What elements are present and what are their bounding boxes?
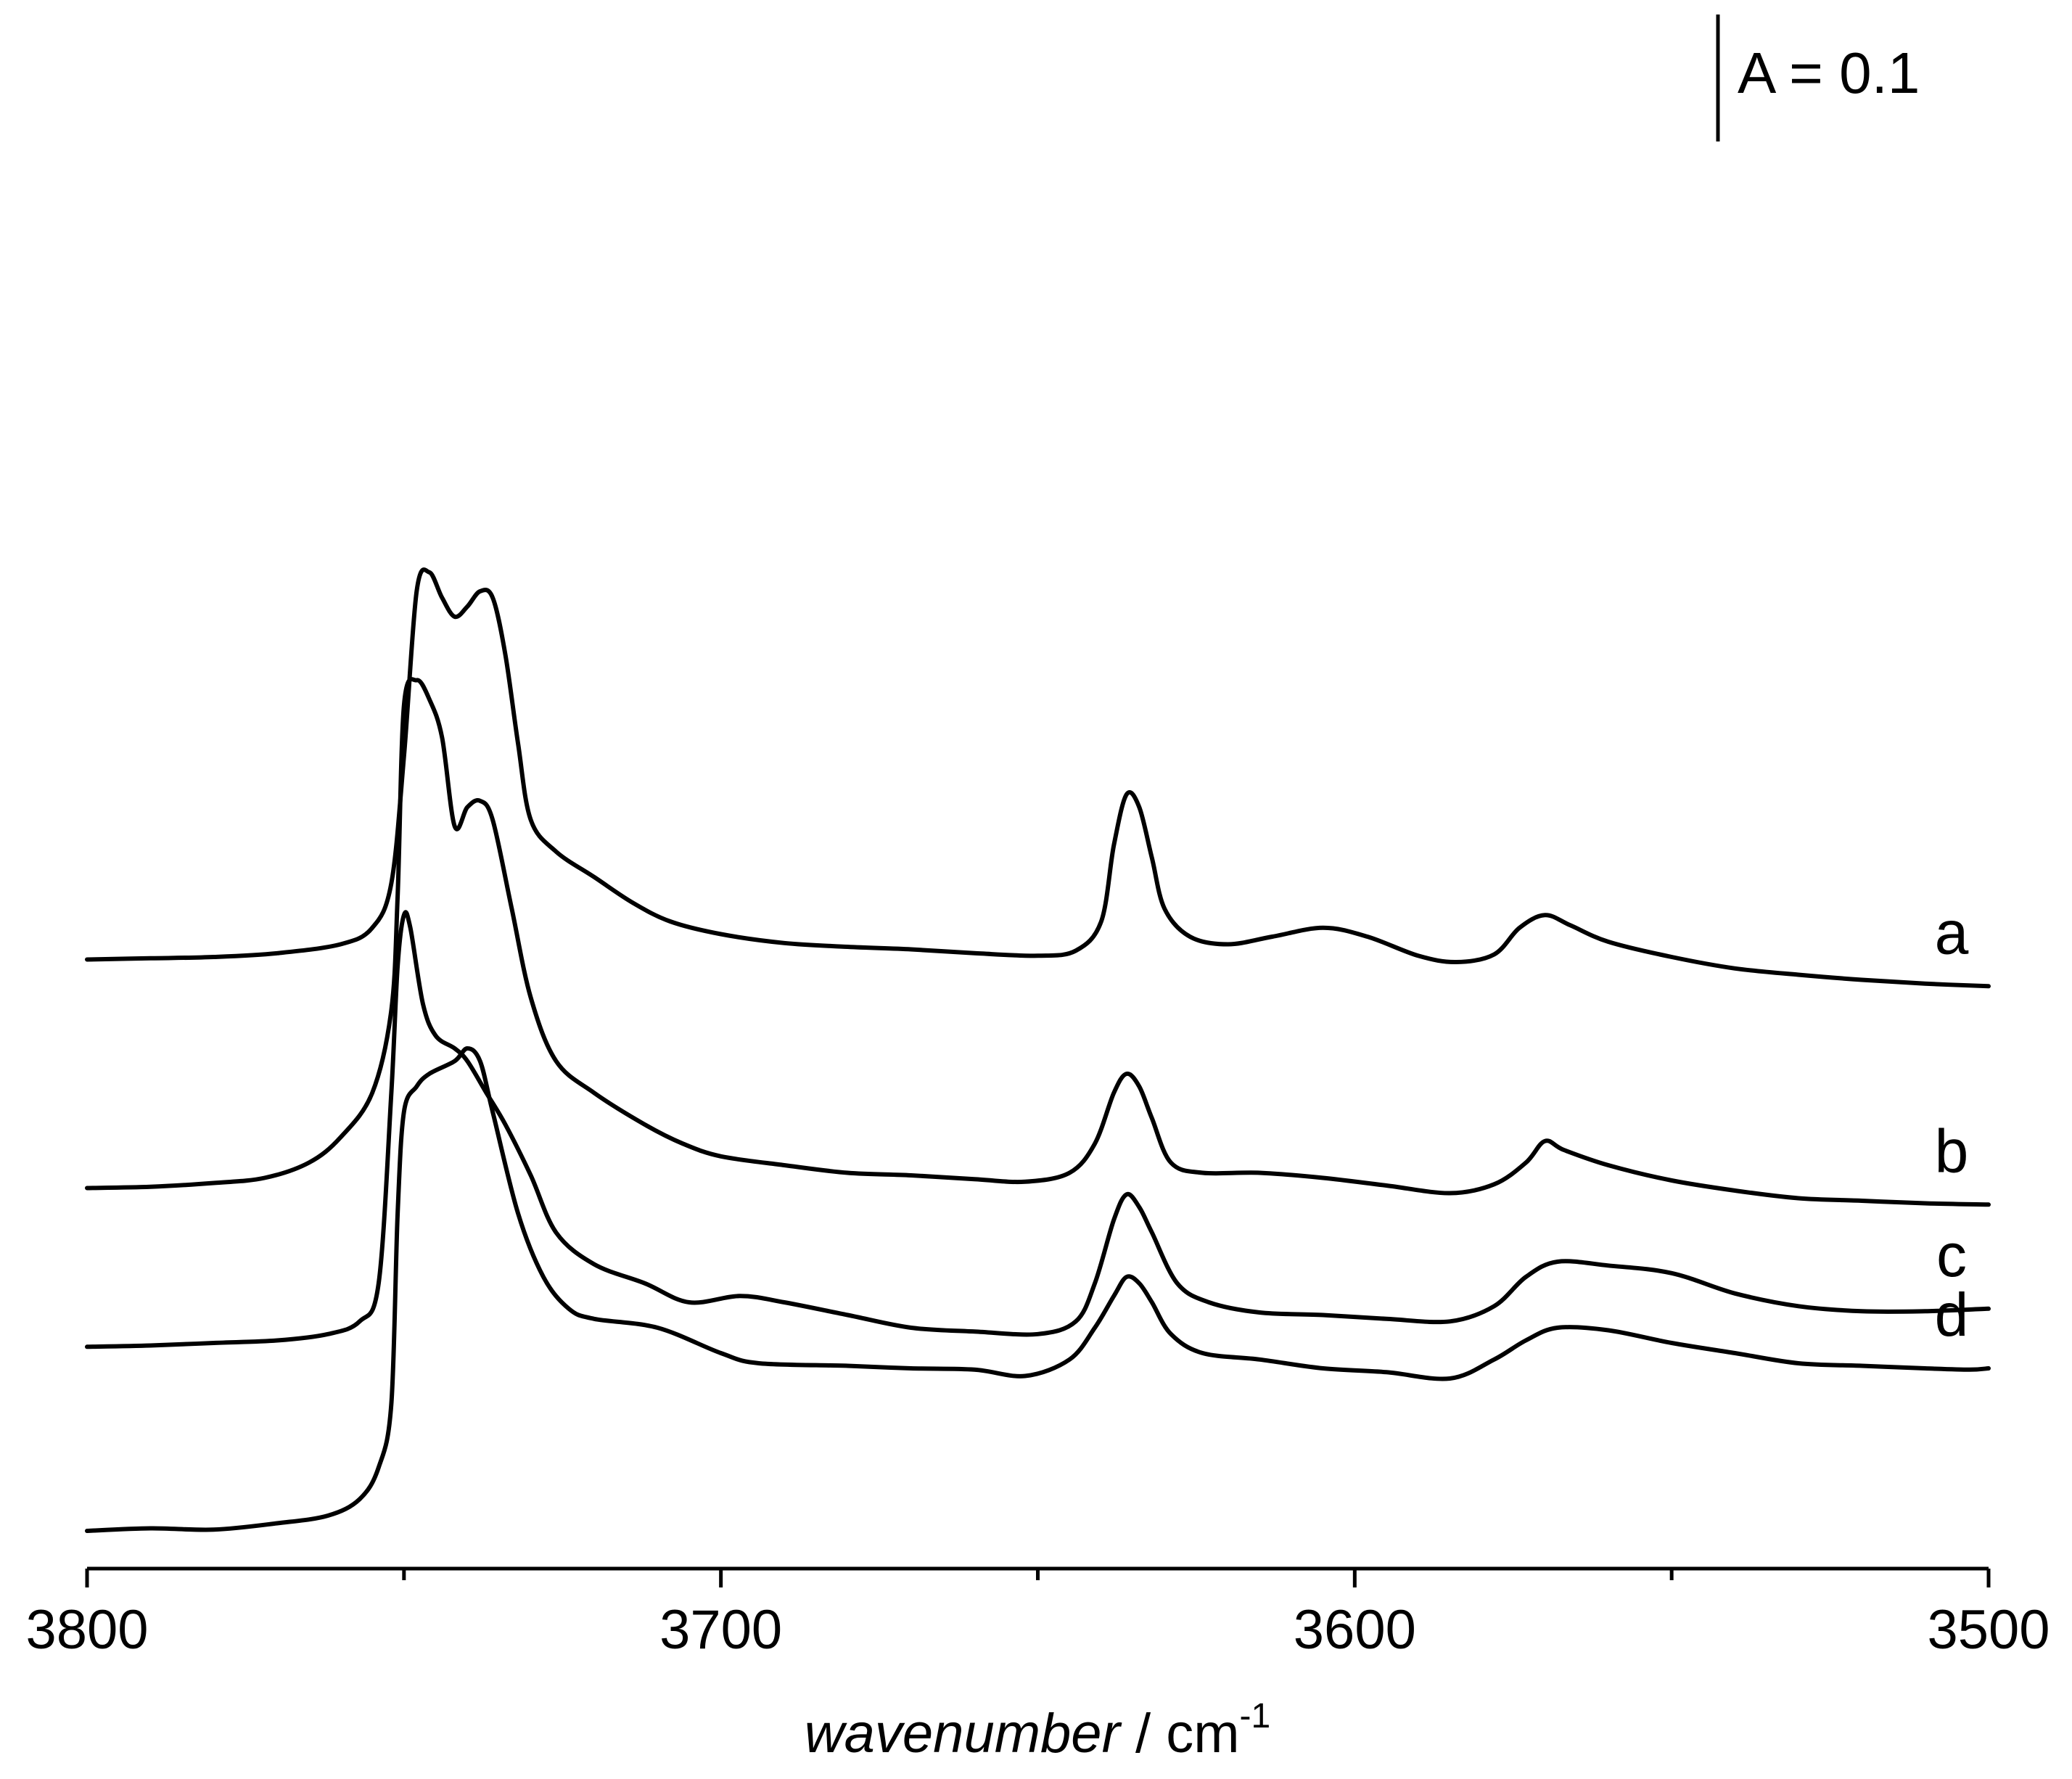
series-label-d: d: [1935, 1281, 1969, 1349]
series-label-c: c: [1936, 1221, 1967, 1289]
x-axis-title: wavenumber / cm-1: [805, 1697, 1270, 1764]
series-label-b: b: [1935, 1117, 1969, 1185]
x-tick-label-3600: 3600: [1294, 1599, 1416, 1661]
spectrum-line-b: [85, 677, 1991, 1207]
scale-bar-label: A = 0.1: [1738, 41, 1920, 105]
x-tick-label-3500: 3500: [1927, 1599, 2050, 1661]
x-axis-tick-labels: 3800 3700 3600 3500: [25, 1599, 2050, 1661]
spectrum-line-d: [85, 1046, 1991, 1533]
series-labels: a bcd: [1935, 898, 1969, 1349]
spectrum-line-c: [85, 910, 1991, 1349]
x-axis-ticks: [85, 1569, 1991, 1587]
series-group: [85, 567, 1991, 1533]
x-axis-title-exponent: -1: [1240, 1697, 1271, 1735]
x-axis-title-quantity: wavenumber: [805, 1703, 1122, 1764]
x-axis-title-unit: / cm: [1120, 1703, 1240, 1764]
x-tick-label-3700: 3700: [659, 1599, 782, 1661]
absorbance-scale-bar: A = 0.1: [1716, 15, 1920, 141]
spectrum-line-a: [85, 567, 1991, 989]
x-tick-label-3800: 3800: [25, 1599, 148, 1661]
series-label-a: a: [1935, 898, 1969, 966]
